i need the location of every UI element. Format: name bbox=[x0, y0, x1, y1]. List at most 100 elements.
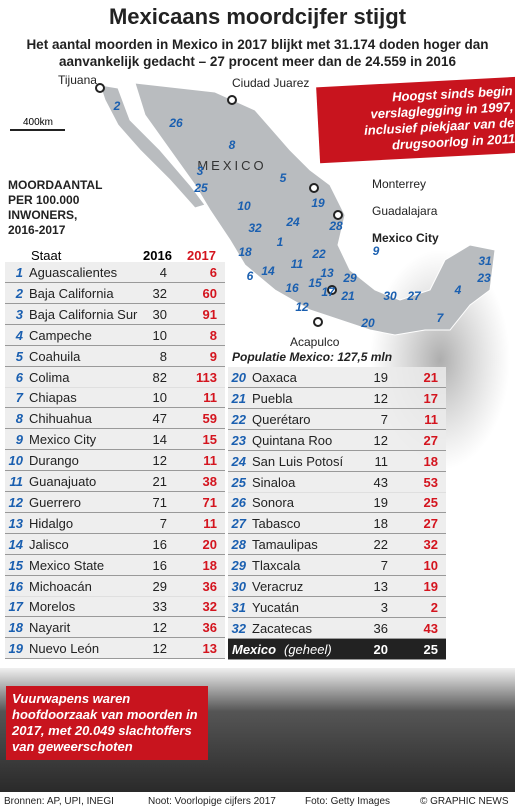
value-2017: 43 bbox=[423, 620, 438, 636]
state-label: 2 bbox=[113, 99, 121, 113]
state-name: Coahuila bbox=[29, 348, 81, 364]
value-2016: 12 bbox=[152, 453, 167, 469]
state-label: 28 bbox=[328, 219, 343, 233]
state-name: Tlaxcala bbox=[252, 558, 301, 574]
state-label: 3 bbox=[197, 164, 204, 178]
subtitle: Het aantal moorden in Mexico in 2017 bli… bbox=[26, 37, 489, 69]
table-row: 3 Baja California Sur 30 91 bbox=[5, 303, 225, 325]
title: Mexicaans moordcijfer stijgt bbox=[108, 4, 407, 29]
value-2016: 36 bbox=[373, 620, 388, 636]
value-2017: 11 bbox=[424, 411, 438, 427]
table-row: 12 Guerrero 71 71 bbox=[5, 491, 225, 513]
photo-note: Vuurwapens waren hoofdoorzaak van moorde… bbox=[6, 686, 208, 760]
state-name: Nayarit bbox=[29, 620, 71, 636]
table-row: 15 Mexico State 16 18 bbox=[5, 554, 225, 576]
table-row: 19 Nuevo León 12 13 bbox=[5, 638, 225, 660]
value-2017: 15 bbox=[202, 432, 217, 448]
value-2017: 27 bbox=[423, 432, 438, 448]
photo-credit: Foto: Getty Images bbox=[305, 796, 391, 807]
state-number: 25 bbox=[231, 474, 246, 490]
state-label: 15 bbox=[308, 276, 322, 290]
state-label: 26 bbox=[168, 116, 183, 130]
value-2016: 3 bbox=[380, 599, 388, 615]
state-number: 17 bbox=[8, 599, 23, 615]
state-label: 14 bbox=[261, 264, 275, 278]
table-row: 32 Zacatecas 36 43 bbox=[228, 617, 446, 639]
state-label: 9 bbox=[373, 244, 380, 258]
value-2017: 38 bbox=[202, 474, 217, 489]
city-label: Guadalajara bbox=[372, 204, 438, 218]
table-row: 1 Aguascalientes 4 6 bbox=[5, 262, 225, 283]
value-2016: 12 bbox=[152, 620, 167, 636]
value-2016: 19 bbox=[373, 495, 388, 511]
state-number: 22 bbox=[231, 411, 246, 427]
state-number: 20 bbox=[231, 370, 246, 385]
state-label: 19 bbox=[311, 196, 325, 210]
value-2016: 11 bbox=[374, 453, 389, 469]
state-label: 21 bbox=[340, 289, 355, 303]
value-2016: 13 bbox=[373, 579, 388, 594]
value-2017: 11 bbox=[203, 453, 217, 469]
state-number: 32 bbox=[231, 620, 246, 636]
column-header: Staat bbox=[31, 248, 62, 263]
table-row: 24 San Luis Potosí 11 18 bbox=[228, 450, 446, 472]
population: Populatie Mexico: 127,5 mln bbox=[232, 350, 393, 364]
table-row: 2 Baja California 32 60 bbox=[5, 282, 225, 304]
value-2017: 53 bbox=[423, 474, 438, 490]
state-name: Veracruz bbox=[252, 579, 304, 594]
table-row: 30 Veracruz 13 19 bbox=[228, 576, 446, 597]
value-2016: 19 bbox=[373, 370, 388, 385]
state-name: San Luis Potosí bbox=[252, 453, 344, 469]
value-2017: 60 bbox=[202, 285, 217, 301]
city-label: Monterrey bbox=[372, 177, 426, 191]
value-2017: 18 bbox=[423, 453, 438, 469]
value-2017: 19 bbox=[423, 579, 438, 594]
state-number: 26 bbox=[231, 495, 246, 511]
state-label: 8 bbox=[229, 138, 236, 152]
value-2016: 33 bbox=[152, 599, 167, 615]
value-2016: 43 bbox=[373, 474, 388, 490]
state-label: 4 bbox=[454, 283, 462, 297]
state-number: 21 bbox=[231, 390, 246, 406]
state-name: Durango bbox=[29, 453, 79, 469]
value-2017: 59 bbox=[202, 411, 217, 427]
value-2017: 11 bbox=[203, 515, 217, 531]
city-label: Acapulco bbox=[290, 335, 340, 349]
state-name: Zacatecas bbox=[252, 620, 312, 636]
state-name: Baja California bbox=[29, 285, 114, 301]
state-name: Chihuahua bbox=[29, 411, 92, 427]
value-2016: 22 bbox=[373, 537, 388, 553]
city-dot bbox=[333, 210, 343, 220]
table-row: 4 Campeche 10 8 bbox=[5, 324, 225, 346]
city-dot bbox=[227, 95, 237, 105]
table-row: 16 Michoacán 29 36 bbox=[5, 575, 225, 597]
state-number: 19 bbox=[8, 641, 23, 657]
value-2016: 7 bbox=[159, 515, 167, 531]
value-2017: 20 bbox=[202, 536, 217, 552]
table-row: 26 Sonora 19 25 bbox=[228, 492, 446, 514]
scale-label: 400km bbox=[23, 117, 53, 128]
table-row: 25 Sinaloa 43 53 bbox=[228, 471, 446, 493]
callout: Hoogst sinds begin verslaglegging in 199… bbox=[316, 76, 515, 164]
state-number: 31 bbox=[231, 599, 246, 615]
state-number: 5 bbox=[15, 348, 23, 364]
state-name: Baja California Sur bbox=[29, 306, 138, 322]
table-row: 5 Coahuila 8 9 bbox=[5, 345, 225, 367]
footer: Bronnen: AP, UPI, INEGI Noot: Voorlopige… bbox=[0, 793, 515, 812]
value-2016: 47 bbox=[152, 411, 167, 427]
state-number: 24 bbox=[231, 453, 246, 469]
state-name: Michoacán bbox=[29, 578, 92, 594]
baja bbox=[99, 84, 206, 209]
state-label: 29 bbox=[342, 271, 357, 285]
value-2017: 32 bbox=[202, 599, 217, 615]
value-2016: 16 bbox=[152, 536, 167, 552]
value-2017: 32 bbox=[423, 537, 438, 553]
state-label: 7 bbox=[437, 311, 445, 325]
credit: © GRAPHIC NEWS bbox=[420, 796, 509, 807]
state-label: 23 bbox=[476, 271, 491, 285]
value-2017: 36 bbox=[202, 620, 217, 636]
total-name: Mexico bbox=[232, 641, 277, 657]
state-number: 4 bbox=[15, 327, 23, 343]
value-2017: 8 bbox=[209, 327, 217, 343]
table-row: 18 Nayarit 12 36 bbox=[5, 617, 225, 639]
